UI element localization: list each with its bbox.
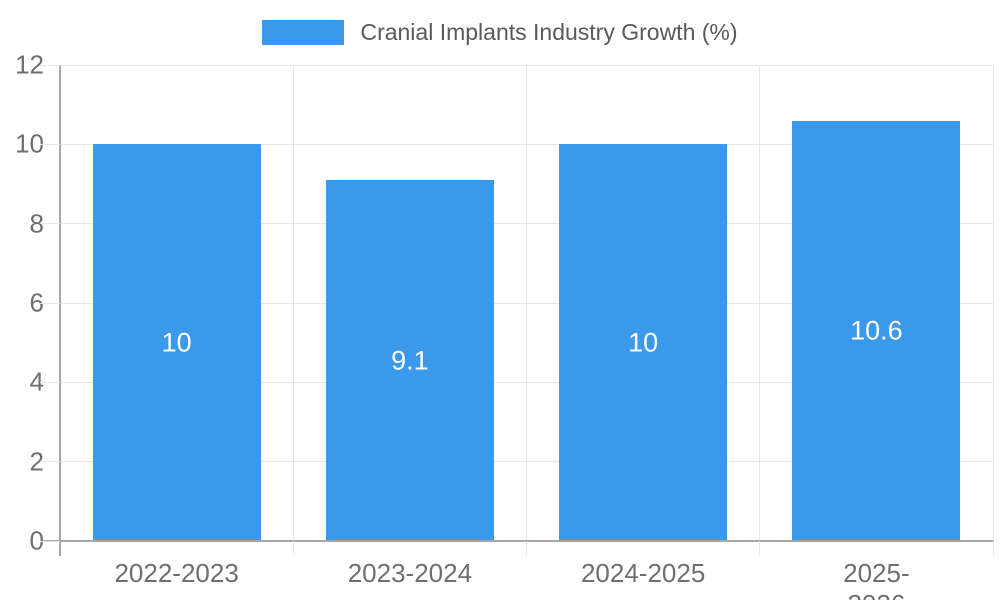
y-tick-label: 2 bbox=[29, 446, 44, 477]
h-gridline bbox=[60, 64, 993, 66]
y-tick-mark bbox=[40, 143, 60, 145]
x-tick-label: 2022-2023 bbox=[114, 558, 239, 588]
bar bbox=[559, 144, 728, 541]
y-tick-label: 12 bbox=[15, 49, 44, 80]
v-gridline bbox=[526, 65, 527, 541]
v-gridline bbox=[992, 65, 994, 541]
y-tick-label: 4 bbox=[29, 366, 44, 397]
x-tick-mark bbox=[759, 541, 761, 556]
bar bbox=[92, 144, 261, 541]
x-tick-mark bbox=[992, 541, 994, 556]
y-axis-line bbox=[59, 65, 61, 556]
plot-area: 10 9.1 10 10.6 bbox=[43, 64, 994, 556]
x-axis-line bbox=[43, 540, 993, 542]
bar-value-label: 10 bbox=[628, 327, 659, 358]
y-tick-mark bbox=[40, 540, 60, 542]
bar bbox=[792, 120, 961, 541]
y-tick-label: 8 bbox=[29, 208, 44, 239]
y-tick-mark bbox=[40, 64, 60, 66]
chart-legend: Cranial Implants Industry Growth (%) bbox=[0, 18, 1000, 47]
legend-label: Cranial Implants Industry Growth (%) bbox=[360, 19, 738, 45]
bar bbox=[325, 180, 494, 541]
x-tick-mark bbox=[526, 541, 527, 556]
x-tick-mark bbox=[292, 541, 294, 556]
legend-swatch bbox=[262, 20, 345, 45]
v-gridline bbox=[759, 65, 761, 541]
y-tick-mark bbox=[40, 461, 60, 463]
x-tick-label: 2023-2024 bbox=[347, 558, 473, 588]
y-tick-label: 0 bbox=[29, 525, 44, 556]
bar-value-label: 10 bbox=[161, 327, 192, 358]
y-tick-mark bbox=[40, 381, 60, 383]
x-tick-label: 2025-2026 bbox=[843, 558, 910, 600]
v-gridline bbox=[292, 65, 294, 541]
y-tick-mark bbox=[40, 302, 60, 304]
bar-value-label: 10.6 bbox=[850, 315, 903, 346]
y-tick-label: 6 bbox=[29, 287, 44, 318]
x-tick-label: 2024-2025 bbox=[580, 558, 706, 588]
bar-value-label: 9.1 bbox=[391, 345, 429, 376]
y-tick-label: 10 bbox=[15, 128, 44, 159]
y-tick-mark bbox=[40, 223, 60, 225]
